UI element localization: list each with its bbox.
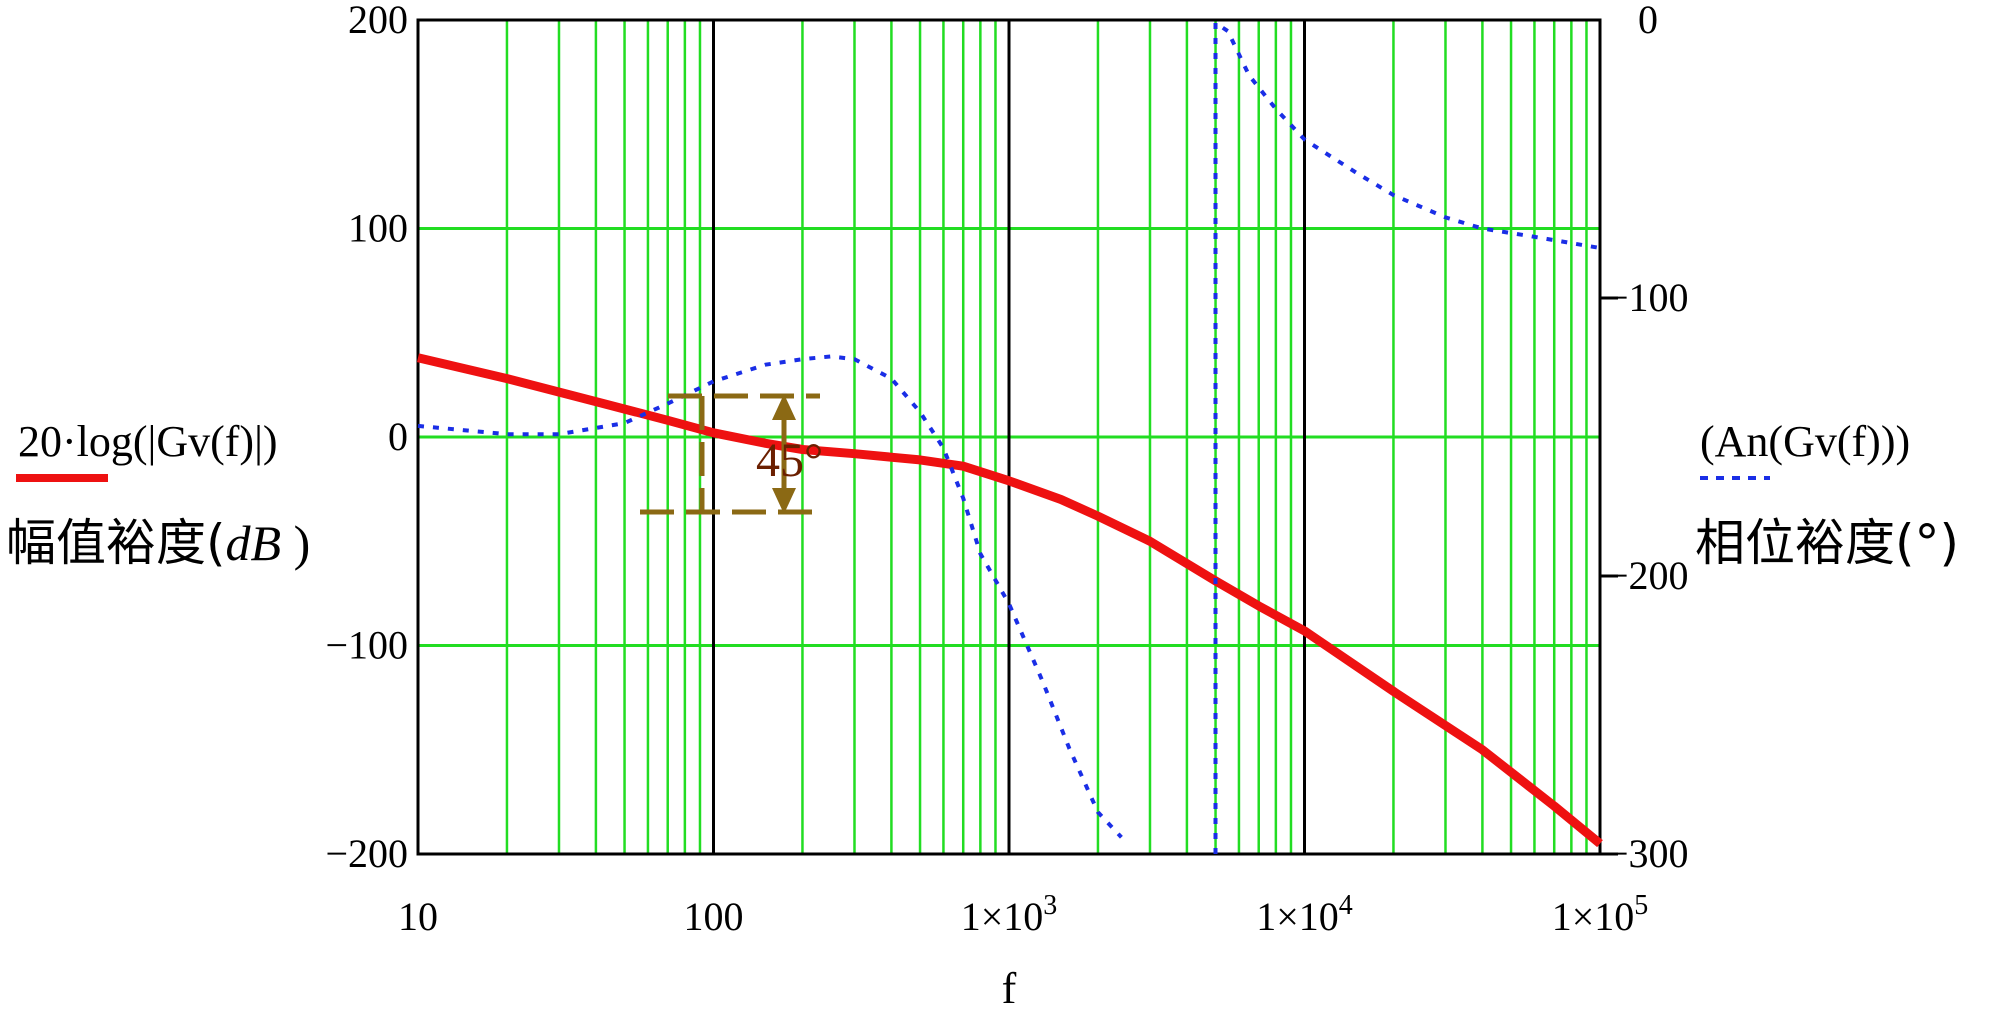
annotation-arrow-up xyxy=(772,394,796,420)
y-left-tick-label: −200 xyxy=(325,831,408,876)
plot-frame xyxy=(416,18,1602,856)
y-left-tick-label: 0 xyxy=(388,414,408,459)
x-tick-label: 1×104 xyxy=(1256,890,1353,939)
x-tick-label: 1×103 xyxy=(961,890,1058,939)
chart-marks xyxy=(416,19,1603,854)
phase-margin-label: 45° xyxy=(756,434,823,487)
x-tick-label: 1×105 xyxy=(1552,890,1649,939)
y-right-tick-label: −100 xyxy=(1606,275,1689,320)
phase-margin-annotation xyxy=(640,393,820,515)
right-series-expression: (An(Gv(f))) xyxy=(1700,417,1910,466)
x-axis-label: f xyxy=(1002,964,1017,1013)
x-tick-label: 100 xyxy=(684,894,744,939)
tick-labels: 10 100 1×103 1×104 1×105 200 100 0 −100 −200 0 −100… xyxy=(325,0,1688,939)
right-axis-title: 相位裕度(°) xyxy=(1695,514,1959,572)
series-line-phase xyxy=(417,354,1123,839)
y-right-tick-label: −300 xyxy=(1606,831,1689,876)
y-right-tick-label: −200 xyxy=(1606,553,1689,598)
y-left-tick-label: 200 xyxy=(348,0,408,42)
series-line-phase xyxy=(1213,19,1601,854)
y-left-tick-label: 100 xyxy=(348,206,408,251)
annotation-arrow-down xyxy=(772,488,796,514)
left-series-expression: 20·log(|Gv(f)|) xyxy=(18,417,278,466)
x-tick-label: 10 xyxy=(398,894,438,939)
grid xyxy=(418,20,1600,854)
y-right-tick-label: 0 xyxy=(1638,0,1658,42)
series-line-magnitude xyxy=(416,353,1603,848)
left-axis-title: 幅值裕度(dB ) xyxy=(6,514,310,572)
y-left-tick-label: −100 xyxy=(325,623,408,668)
